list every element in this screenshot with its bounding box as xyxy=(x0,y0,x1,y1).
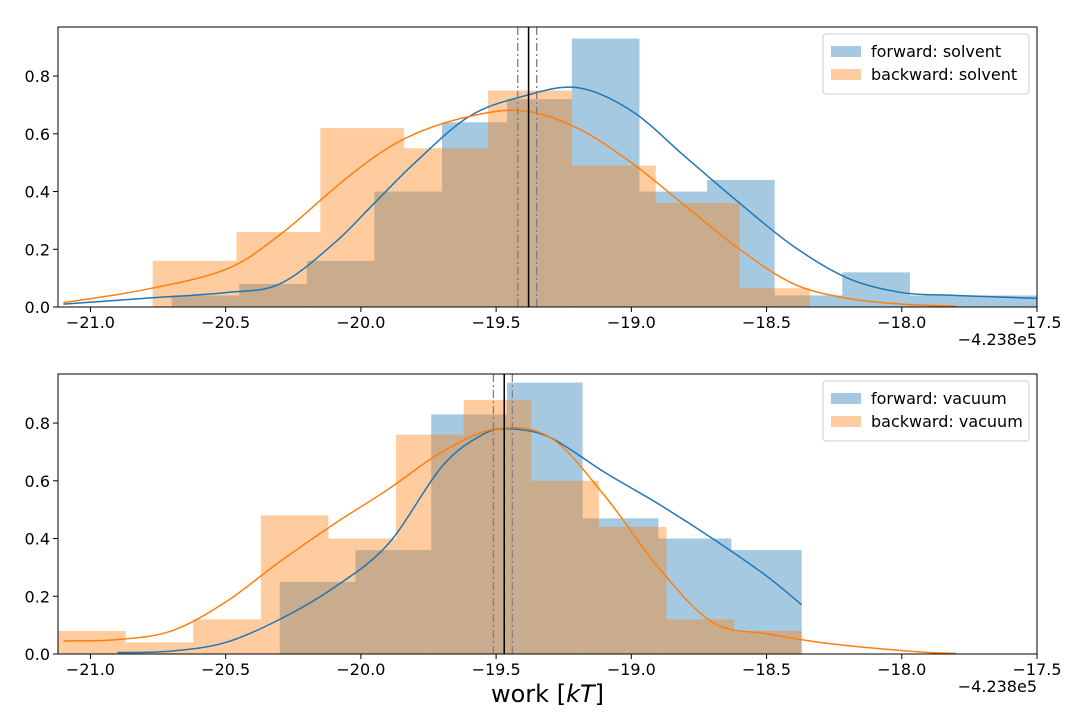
histogram-bar xyxy=(655,203,740,307)
x-axis-label-part: kT xyxy=(566,680,597,708)
histogram-bar xyxy=(571,165,656,307)
histogram-bar xyxy=(571,38,640,307)
histogram-bar xyxy=(125,642,194,654)
x-tick-label: −18.0 xyxy=(877,313,926,332)
histogram-bar xyxy=(531,480,599,654)
x-tick-label: −21.0 xyxy=(66,313,115,332)
histogram-bar xyxy=(374,191,443,307)
histogram-bar xyxy=(463,399,532,654)
histogram-bar xyxy=(404,148,489,307)
y-tick-label: 0.2 xyxy=(25,587,50,606)
histogram-bar xyxy=(152,260,237,307)
x-offset-label: −4.238e5 xyxy=(958,330,1037,349)
legend-swatch xyxy=(831,393,861,404)
histogram-bar xyxy=(442,122,507,307)
histogram-bar xyxy=(707,179,775,307)
histogram-bar xyxy=(58,630,126,654)
y-tick-label: 0.0 xyxy=(25,298,50,317)
legend-box xyxy=(822,33,1030,95)
x-tick-label: −19.5 xyxy=(472,313,521,332)
plot-area xyxy=(58,374,956,654)
legend-swatch xyxy=(831,69,861,80)
histogram-bar xyxy=(842,272,910,307)
y-tick-label: 0.8 xyxy=(25,67,50,86)
legend-label: backward: vacuum xyxy=(871,412,1023,431)
axes-frame xyxy=(57,26,1038,308)
legend-swatch xyxy=(831,416,861,427)
histogram-bar xyxy=(598,526,667,654)
panel-top: −21.0 −20.5 −20.0 −19.5 −19.0 −18.5 −18.0 −17.5… xyxy=(25,26,1062,349)
x-tick-label: −20.5 xyxy=(201,660,250,679)
histogram-bar xyxy=(666,619,735,654)
legend-label: backward: solvent xyxy=(871,65,1017,84)
legend: forward: solvent backward: solvent xyxy=(822,33,1030,95)
histogram-bar xyxy=(639,191,708,307)
panel-bottom: −21.0 −20.5 −20.0 −19.5 −19.0 −18.5 −18.0 −17.5… xyxy=(25,373,1062,708)
histogram-bar xyxy=(488,90,572,307)
x-tick-label: −19.0 xyxy=(607,660,656,679)
y-tick-label: 0.6 xyxy=(25,472,50,491)
legend-label: forward: solvent xyxy=(871,42,1001,61)
kde-curve xyxy=(63,86,1037,305)
x-tick-label: −19.5 xyxy=(472,660,521,679)
histogram-bar xyxy=(193,619,261,654)
legend: forward: vacuum backward: vacuum xyxy=(822,380,1030,442)
x-tick-label: −18.0 xyxy=(877,660,926,679)
histogram-bar xyxy=(909,295,1037,307)
x-tick-label: −18.5 xyxy=(742,660,791,679)
histogram-bar xyxy=(396,434,464,654)
histogram-bar xyxy=(582,518,659,654)
x-axis-label-part: ] xyxy=(595,680,604,708)
kde-curve xyxy=(63,109,956,307)
histogram-bar xyxy=(731,550,802,654)
x-tick-label: −20.0 xyxy=(336,313,385,332)
y-tick-label: 0.4 xyxy=(25,530,50,549)
kde-curve xyxy=(117,427,803,654)
y-tick-label: 0.0 xyxy=(25,645,50,664)
axes-frame xyxy=(57,373,1038,655)
x-axis-label-part: work [ xyxy=(491,680,566,708)
x-tick-label: −17.5 xyxy=(1012,660,1061,679)
x-tick-label: −21.0 xyxy=(66,660,115,679)
histogram-bar xyxy=(658,538,732,654)
y-tick-label: 0.2 xyxy=(25,240,50,259)
histogram-bar xyxy=(774,295,843,307)
x-tick-label: −18.5 xyxy=(742,313,791,332)
x-axis-label: work [kT] xyxy=(491,680,604,708)
x-tick-label: −20.5 xyxy=(201,313,250,332)
histogram-bar xyxy=(236,231,321,307)
histogram-bar xyxy=(306,260,375,307)
histogram-bar xyxy=(355,550,432,654)
histogram-bar xyxy=(328,538,397,654)
histogram-bar xyxy=(739,288,810,307)
x-tick-label: −20.0 xyxy=(336,660,385,679)
x-offset-label: −4.238e5 xyxy=(958,677,1037,696)
y-tick-label: 0.8 xyxy=(25,414,50,433)
y-tick-label: 0.6 xyxy=(25,125,50,144)
x-tick-label: −19.0 xyxy=(607,313,656,332)
histogram-bar xyxy=(431,414,507,654)
histogram-bar xyxy=(279,581,356,654)
legend-label: forward: vacuum xyxy=(871,389,1007,408)
plot-area xyxy=(63,27,1037,307)
legend-box xyxy=(822,380,1030,442)
y-tick-label: 0.4 xyxy=(25,183,50,202)
kde-curve xyxy=(63,426,956,654)
histogram-bar xyxy=(260,515,329,654)
histogram-bar xyxy=(320,128,405,307)
histogram-bar xyxy=(171,295,240,307)
x-tick-label: −17.5 xyxy=(1012,313,1061,332)
legend-swatch xyxy=(831,46,861,57)
